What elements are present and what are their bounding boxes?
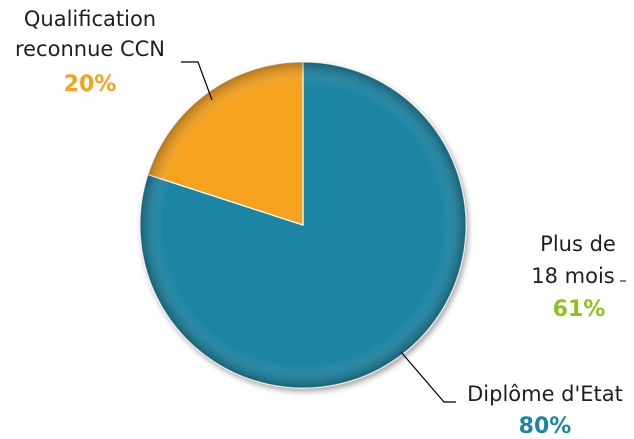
label-plus-de-percent: 61% bbox=[553, 297, 606, 322]
label-diplome-percent: 80% bbox=[519, 414, 572, 439]
label-diplome-etat: Diplôme d'Etat 80% bbox=[467, 382, 623, 439]
label-qualification-ccn: Qualification reconnue CCN 20% bbox=[15, 7, 165, 97]
label-qualification-percent: 20% bbox=[64, 72, 117, 97]
label-plus-de-line-1: Plus de bbox=[540, 232, 616, 256]
label-plus-de-line-2: 18 mois bbox=[531, 264, 614, 288]
leader-line-diplome bbox=[400, 351, 456, 403]
label-qualification-line-2: reconnue CCN bbox=[15, 37, 165, 61]
pie-bevel bbox=[140, 62, 466, 388]
label-qualification-line-1: Qualification bbox=[24, 7, 156, 31]
label-plus-de-18-mois: Plus de 18 mois 61% bbox=[531, 232, 616, 322]
leader-line-qualification bbox=[181, 61, 213, 101]
label-diplome-name: Diplôme d'Etat bbox=[467, 382, 623, 406]
